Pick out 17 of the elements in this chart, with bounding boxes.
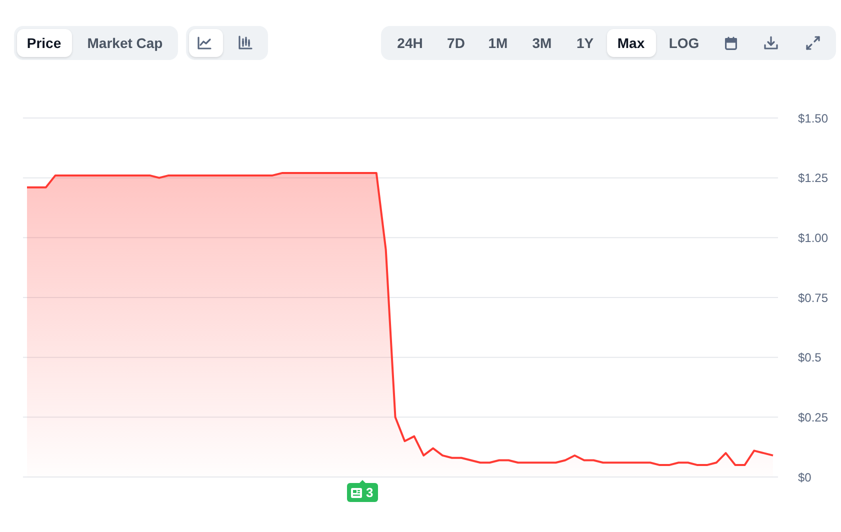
text: 3 [366,485,374,500]
y-tick-label: $0.5 [798,350,822,365]
text: 24H [397,35,423,51]
text: 1Y [576,35,594,51]
text: 1M [488,35,508,51]
y-tick-label: $0 [798,470,812,484]
text: Max [617,35,645,51]
y-tick-label: $1.25 [798,171,828,186]
text: 7D [447,35,465,51]
text: LOG [668,35,700,51]
text: 3M [532,35,552,51]
y-tick-label: $1.00 [798,230,828,245]
text: Market Cap [87,35,163,51]
y-tick-label: $0.75 [798,290,828,305]
text: Price [26,35,62,51]
y-tick-label: $0.25 [798,410,828,424]
y-tick-label: $1.50 [798,111,828,126]
